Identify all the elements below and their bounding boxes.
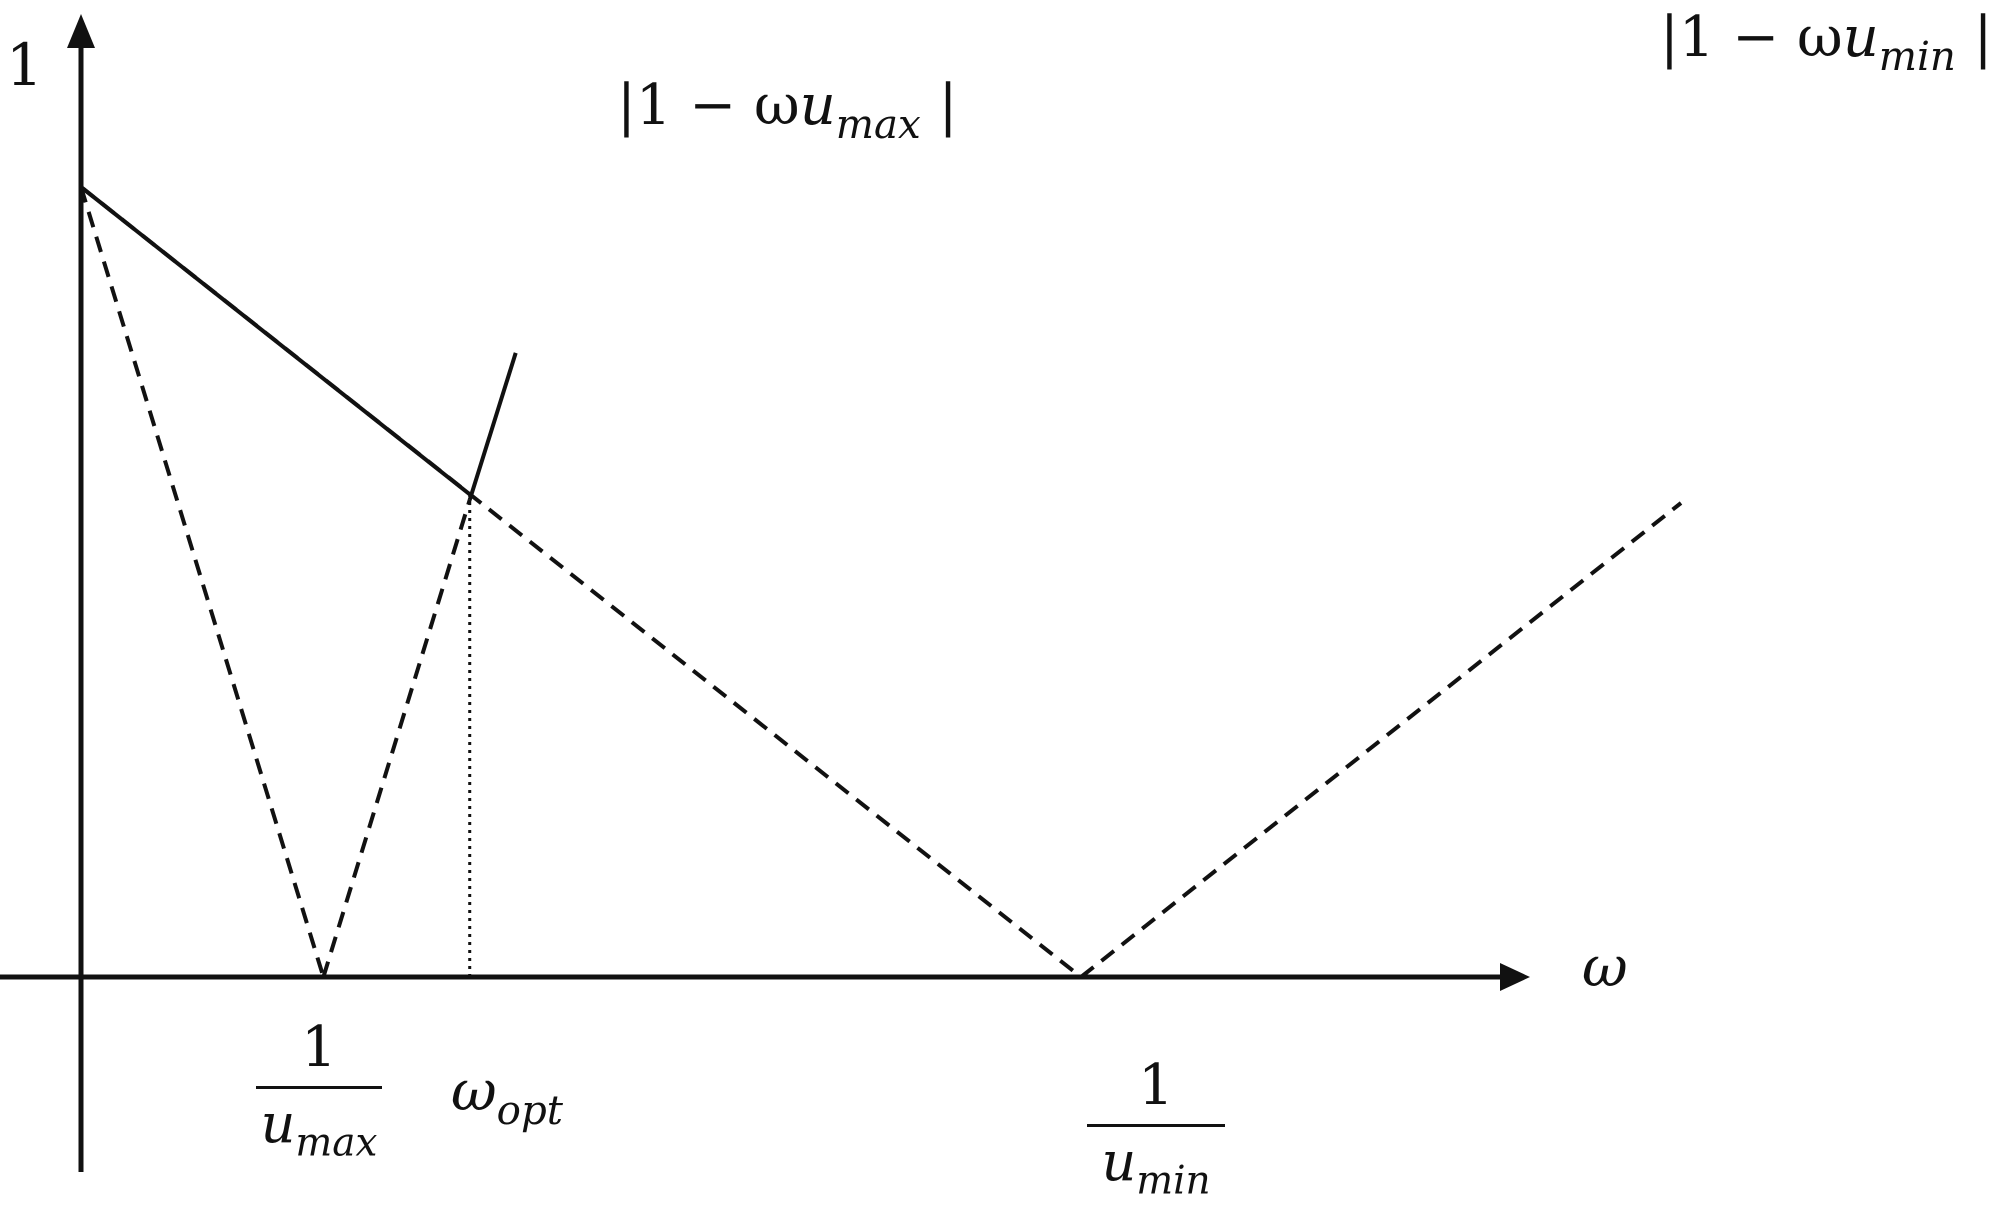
axes: [0, 14, 1530, 1172]
x-axis-label: ω: [1582, 940, 1628, 996]
annotation-umin: |1 − ωumin |: [1660, 10, 1993, 77]
x-tick-inv-umax-fraction-bar: [256, 1086, 382, 1089]
x-tick-inv-umin-fraction-bar: [1087, 1124, 1225, 1127]
annotation-umax-suffix: |: [920, 73, 958, 138]
annotation-umin-base: u: [1842, 5, 1879, 70]
annotation-umin-sub: min: [1878, 33, 1956, 81]
x-axis-label-text: ω: [1582, 935, 1628, 1000]
segment-max-envelope-right-0: [467, 352, 518, 501]
annotation-umax-prefix: |1 − ω: [617, 73, 800, 138]
y-axis-arrowhead: [67, 14, 95, 48]
x-tick-inv-umax-den-base: u: [260, 1092, 296, 1155]
segment-umax-curve-0: [79, 186, 326, 978]
series-umax-curve: [79, 186, 472, 978]
x-tick-inv-umin-den-sub: min: [1136, 1158, 1211, 1204]
x-tick-omega-opt-base: ω: [451, 1059, 497, 1124]
x-tick-inv-umin-den-base: u: [1101, 1130, 1137, 1193]
x-axis-arrowhead: [1500, 963, 1530, 991]
y-tick-text: 1: [6, 31, 43, 99]
annotation-umax-sub: max: [835, 101, 921, 149]
x-tick-label-omega-opt: ωopt: [451, 1064, 563, 1131]
annotation-umax-base: u: [799, 73, 836, 138]
x-tick-inv-umin-denominator: umin: [1101, 1127, 1210, 1201]
x-tick-inv-umax-numerator: 1: [301, 1015, 337, 1080]
y-tick-label-1: 1: [6, 36, 43, 94]
annotation-umin-suffix: |: [1955, 5, 1993, 70]
x-tick-inv-umax-den-sub: max: [295, 1120, 378, 1166]
annotation-umin-prefix: |1 − ω: [1660, 5, 1843, 70]
x-tick-label-inv-umin: 1 umin: [1087, 1058, 1225, 1201]
series-umin-curve: [79, 185, 1683, 979]
x-tick-omega-opt-sub: opt: [496, 1087, 563, 1135]
annotation-umax: |1 − ωumax |: [617, 78, 957, 145]
series-max-envelope-right: [467, 352, 518, 501]
segment-max-envelope-left-0: [79, 185, 471, 496]
segment-umax-curve-1: [321, 499, 472, 978]
x-tick-inv-umin-numerator: 1: [1138, 1053, 1174, 1118]
segment-umin-curve-1: [1079, 501, 1683, 979]
series-max-envelope-left: [79, 185, 471, 496]
x-tick-label-inv-umax: 1 umax: [256, 1020, 382, 1163]
series-layer: [79, 185, 1683, 979]
x-tick-inv-umax-denominator: umax: [261, 1089, 378, 1163]
